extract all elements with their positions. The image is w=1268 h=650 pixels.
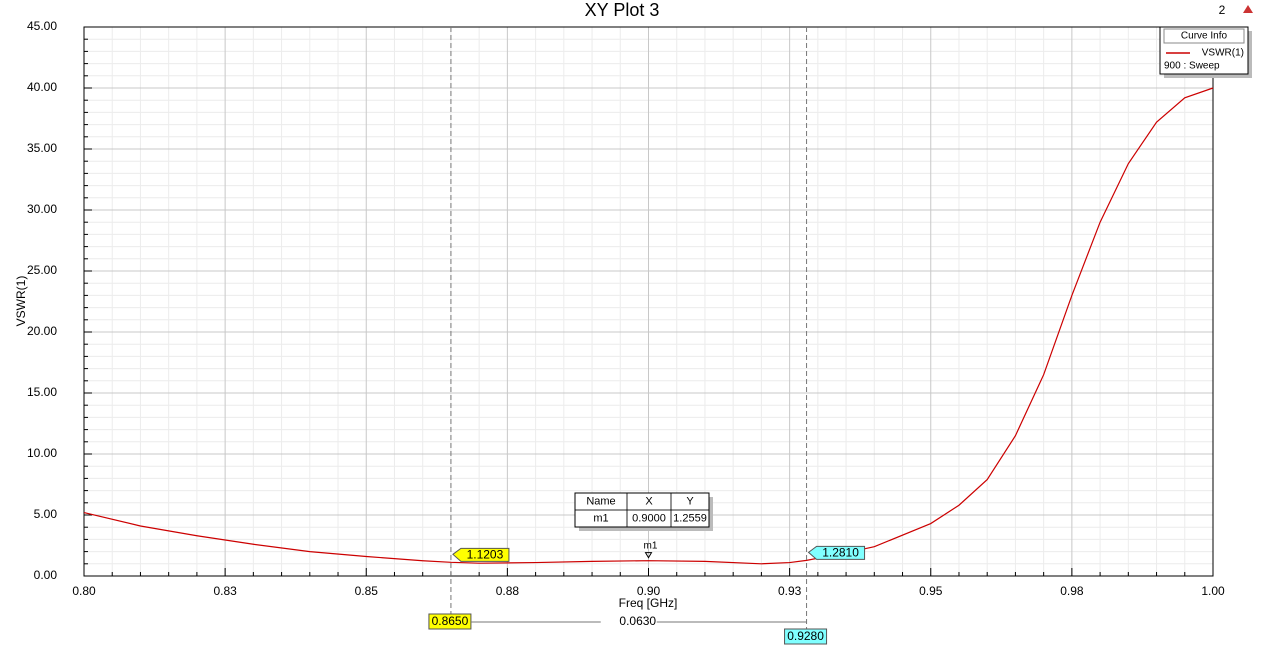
x-tick-label: 0.85 bbox=[355, 584, 379, 598]
table-text: m1 bbox=[593, 512, 608, 524]
line bbox=[83, 87, 1214, 565]
x-tick-label: 0.88 bbox=[496, 584, 520, 598]
marker-value-text: 1.1203 bbox=[467, 548, 504, 562]
x-tick-label: 0.93 bbox=[778, 584, 802, 598]
table-text: Name bbox=[586, 495, 615, 507]
y-tick-label: 20.00 bbox=[27, 324, 57, 338]
marker-flag bbox=[452, 547, 510, 562]
y-tick-label: 45.00 bbox=[27, 19, 57, 33]
plot-frame bbox=[83, 26, 1214, 577]
marker-x-box bbox=[784, 628, 828, 645]
marker-value-label: 1.2810 bbox=[807, 545, 866, 560]
x-tick-label: 1.00 bbox=[1201, 584, 1225, 598]
y-tick-label: 0.00 bbox=[34, 568, 58, 582]
table-cell bbox=[670, 509, 710, 528]
legend-sub: 900 : Sweep bbox=[1164, 61, 1220, 72]
legend-title: Curve Info bbox=[1181, 31, 1228, 42]
x-tick-label: 0.83 bbox=[213, 584, 237, 598]
y-tick-label: 40.00 bbox=[27, 80, 57, 94]
table-text: 1.2559 bbox=[673, 512, 707, 524]
y-tick-label: 5.00 bbox=[34, 507, 58, 521]
point-marker-name: m1 bbox=[644, 540, 658, 551]
x-tick-label: 0.95 bbox=[919, 584, 943, 598]
marker-flag bbox=[807, 545, 866, 560]
y-tick-label: 30.00 bbox=[27, 202, 57, 216]
x-tick-label: 0.80 bbox=[72, 584, 96, 598]
marker-x-text: 0.8650 bbox=[432, 614, 469, 628]
chart-title: XY Plot 3 bbox=[585, 0, 660, 20]
marker-value-text: 1.2810 bbox=[822, 546, 859, 560]
x-axis-label: Freq [GHz] bbox=[619, 596, 678, 610]
legend-header bbox=[1163, 28, 1245, 44]
table-text: 0.9000 bbox=[632, 512, 666, 524]
y-tick-label: 25.00 bbox=[27, 263, 57, 277]
y-tick-label: 15.00 bbox=[27, 385, 57, 399]
y-tick-label: 10.00 bbox=[27, 446, 57, 460]
delta-label: 0.0630 bbox=[619, 614, 656, 628]
corner-icon bbox=[1243, 5, 1253, 13]
marker-value-label: 1.1203 bbox=[452, 547, 510, 562]
y-axis-label: VSWR(1) bbox=[14, 276, 28, 327]
marker-x-text: 0.9280 bbox=[787, 629, 824, 643]
delta-bg bbox=[600, 614, 657, 630]
x-tick-label: 0.90 bbox=[637, 584, 661, 598]
y-tick-label: 35.00 bbox=[27, 141, 57, 155]
table-text: Y bbox=[686, 495, 694, 507]
point-marker bbox=[644, 552, 653, 559]
legend-label: VSWR(1) bbox=[1202, 48, 1244, 59]
corner-label: 2 bbox=[1219, 3, 1226, 17]
table-text: X bbox=[645, 495, 653, 507]
x-tick-label: 0.98 bbox=[1060, 584, 1084, 598]
